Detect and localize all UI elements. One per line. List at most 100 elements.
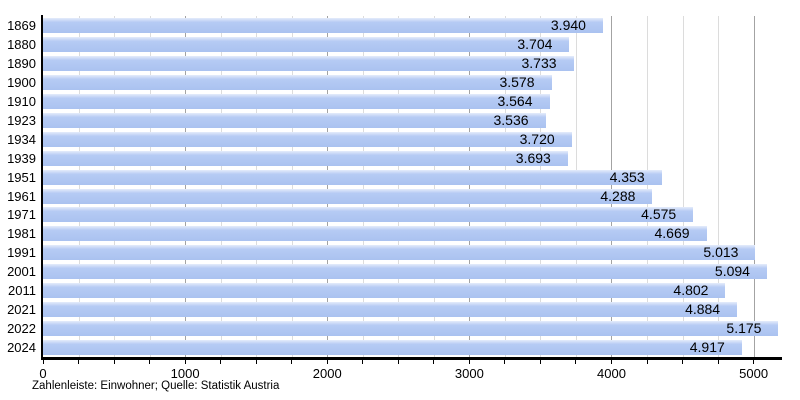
x-axis-tick bbox=[397, 359, 399, 364]
year-label: 1961 bbox=[7, 188, 36, 204]
major-gridline bbox=[753, 16, 755, 357]
population-bar: 4.669 bbox=[43, 225, 707, 242]
x-axis-tick bbox=[326, 359, 328, 364]
x-axis-label: 0 bbox=[39, 366, 47, 381]
x-axis-label: 2000 bbox=[312, 366, 342, 381]
plot-area: 3.940 3.704 3.733 3.578 3.564 3.536 3.720 3.693… bbox=[43, 16, 781, 357]
population-bar: 3.720 bbox=[43, 130, 572, 147]
bar-row: 5.094 bbox=[43, 262, 781, 281]
bar-row: 4.669 bbox=[43, 224, 781, 243]
minor-gridline bbox=[78, 16, 80, 357]
bar-value-label: 4.288 bbox=[600, 187, 636, 204]
bar-value-label: 4.884 bbox=[685, 301, 721, 318]
population-bar: 4.884 bbox=[43, 301, 738, 318]
x-axis-tick bbox=[468, 359, 470, 364]
bar-row: 3.578 bbox=[43, 73, 781, 92]
bar-value-label: 5.094 bbox=[714, 263, 750, 280]
bar-value-label: 5.175 bbox=[726, 320, 762, 337]
year-label: 1880 bbox=[7, 36, 36, 52]
major-gridline bbox=[185, 16, 187, 357]
year-label: 2001 bbox=[7, 264, 36, 280]
bar-row: 3.536 bbox=[43, 111, 781, 130]
year-label: 1939 bbox=[7, 150, 36, 166]
bar-value-label: 4.353 bbox=[609, 168, 645, 185]
population-bar: 4.917 bbox=[43, 339, 742, 356]
x-axis-tick bbox=[362, 359, 364, 364]
bar-value-label: 3.564 bbox=[497, 92, 533, 109]
minor-gridline bbox=[291, 16, 293, 357]
population-bar: 3.564 bbox=[43, 92, 550, 109]
bar-value-label: 3.693 bbox=[515, 149, 551, 166]
bar-row: 3.564 bbox=[43, 92, 781, 111]
x-axis-tick bbox=[504, 359, 506, 364]
year-label: 1951 bbox=[7, 169, 36, 185]
minor-gridline bbox=[220, 16, 222, 357]
population-bar: 5.094 bbox=[43, 263, 767, 280]
bar-row: 4.917 bbox=[43, 338, 781, 357]
minor-gridline bbox=[682, 16, 684, 357]
x-axis-tick bbox=[539, 359, 541, 364]
bar-value-label: 3.578 bbox=[499, 73, 535, 90]
x-axis-label: 1000 bbox=[170, 366, 200, 381]
year-label: 1934 bbox=[7, 131, 36, 147]
x-axis-label: 5000 bbox=[739, 366, 769, 381]
bar-row: 3.720 bbox=[43, 130, 781, 149]
population-bar: 3.536 bbox=[43, 111, 546, 128]
population-bar: 3.578 bbox=[43, 73, 552, 90]
population-bar: 3.693 bbox=[43, 149, 568, 166]
x-axis-tick bbox=[610, 359, 612, 364]
bar-value-label: 3.720 bbox=[519, 130, 555, 147]
bar-value-label: 4.802 bbox=[673, 282, 709, 299]
minor-gridline bbox=[149, 16, 151, 357]
year-label: 2021 bbox=[7, 302, 36, 318]
x-axis-tick bbox=[433, 359, 435, 364]
x-axis-label: 3000 bbox=[454, 366, 484, 381]
population-bar: 4.802 bbox=[43, 282, 726, 299]
bar-row: 3.733 bbox=[43, 54, 781, 73]
population-bar: 5.013 bbox=[43, 245, 756, 261]
bar-value-label: 3.733 bbox=[521, 54, 557, 71]
year-label: 2024 bbox=[7, 340, 36, 356]
year-label: 1900 bbox=[7, 74, 36, 90]
major-gridline bbox=[469, 16, 471, 357]
x-axis-tick bbox=[682, 359, 684, 364]
major-gridline bbox=[327, 16, 329, 357]
minor-gridline bbox=[398, 16, 400, 357]
bar-row: 4.802 bbox=[43, 281, 781, 300]
year-label: 1923 bbox=[7, 112, 36, 128]
bar-row: 4.884 bbox=[43, 300, 781, 319]
population-bar: 4.353 bbox=[43, 168, 662, 185]
year-label: 1981 bbox=[7, 226, 36, 242]
year-label: 1991 bbox=[7, 245, 36, 261]
minor-gridline bbox=[575, 16, 577, 357]
bar-row: 5.013 bbox=[43, 243, 781, 262]
bar-row: 4.575 bbox=[43, 205, 781, 224]
population-bar: 3.940 bbox=[43, 18, 603, 33]
year-label: 1890 bbox=[7, 55, 36, 71]
bar-value-label: 4.917 bbox=[689, 339, 725, 356]
year-label: 1971 bbox=[7, 207, 36, 223]
x-axis-tick bbox=[42, 359, 44, 364]
minor-gridline bbox=[718, 16, 720, 357]
population-bar: 5.175 bbox=[43, 320, 779, 337]
year-label: 2011 bbox=[8, 283, 36, 299]
x-axis-line bbox=[40, 357, 782, 360]
x-axis-tick bbox=[646, 359, 648, 364]
year-label: 1910 bbox=[7, 93, 36, 109]
year-label: 2022 bbox=[7, 321, 36, 337]
bar-row: 4.288 bbox=[43, 187, 781, 206]
minor-gridline bbox=[433, 16, 435, 357]
bar-row: 3.704 bbox=[43, 35, 781, 54]
major-gridline bbox=[611, 16, 613, 357]
bar-value-label: 3.536 bbox=[493, 111, 529, 128]
y-axis-line bbox=[40, 15, 43, 359]
minor-gridline bbox=[256, 16, 258, 357]
minor-gridline bbox=[540, 16, 542, 357]
x-axis-tick bbox=[113, 359, 115, 364]
bar-value-label: 4.669 bbox=[654, 225, 690, 242]
x-axis-tick bbox=[184, 359, 186, 364]
bar-value-label: 3.704 bbox=[517, 35, 553, 52]
x-axis-tick bbox=[575, 359, 577, 364]
population-bar: 3.704 bbox=[43, 35, 570, 52]
